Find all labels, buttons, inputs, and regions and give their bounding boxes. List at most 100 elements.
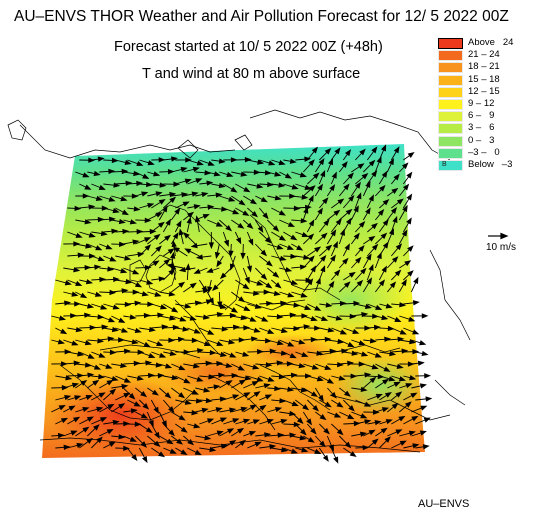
wind-arrow-head bbox=[290, 279, 299, 286]
page-title: AU–ENVS THOR Weather and Air Pollution F… bbox=[14, 8, 509, 25]
wind-arrow-head bbox=[207, 160, 215, 166]
wind-arrow-head bbox=[267, 328, 275, 334]
wind-arrow-head bbox=[118, 434, 126, 440]
wind-arrow-head bbox=[337, 198, 345, 205]
wind-arrow-head bbox=[194, 449, 202, 456]
wind-arrow-head bbox=[302, 404, 310, 411]
wind-arrow-head bbox=[314, 246, 322, 253]
wind-arrow-head bbox=[374, 352, 383, 358]
wind-arrow-head bbox=[421, 350, 429, 357]
wind-arrow-head bbox=[324, 401, 332, 408]
wind-arrow-head bbox=[254, 441, 262, 447]
wind-arrow-head bbox=[191, 389, 199, 395]
wind-arrow-head bbox=[171, 240, 177, 248]
legend-label: 12 – 15 bbox=[468, 85, 500, 97]
wind-arrow-head bbox=[195, 178, 203, 184]
wind-arrow-head bbox=[391, 402, 399, 410]
wind-arrow-head bbox=[347, 341, 355, 348]
wind-arrow-head bbox=[279, 255, 287, 261]
wind-arrow-head bbox=[323, 219, 330, 227]
wind-arrow-head bbox=[166, 438, 174, 445]
wind-arrow-head bbox=[225, 380, 233, 386]
wind-arrow-head bbox=[342, 257, 349, 265]
wind-arrow-head bbox=[121, 288, 129, 294]
wind-arrow-head bbox=[202, 288, 210, 294]
wind-arrow-head bbox=[75, 280, 83, 286]
wind-arrow-head bbox=[365, 253, 372, 261]
wind-arrow-head bbox=[189, 282, 197, 289]
wind-arrow-head bbox=[419, 430, 427, 436]
wind-arrow-head bbox=[105, 244, 113, 250]
wind-arrow-head bbox=[95, 245, 103, 251]
wind-arrow-head bbox=[260, 273, 268, 281]
wind-arrow-head bbox=[225, 362, 233, 369]
wind-arrow-head bbox=[111, 157, 119, 164]
wind-arrow-head bbox=[406, 217, 412, 225]
wind-arrow-head bbox=[361, 351, 369, 357]
wind-arrow-head bbox=[108, 196, 116, 202]
wind-arrow-head bbox=[153, 440, 161, 448]
wind-arrow-head bbox=[153, 406, 159, 414]
wind-arrow-head bbox=[171, 156, 178, 162]
wind-arrow-head bbox=[375, 304, 383, 310]
wind-arrow-head bbox=[164, 392, 172, 399]
wind-arrow-head bbox=[105, 363, 113, 369]
wind-arrow-head bbox=[82, 193, 90, 199]
wind-arrow-head bbox=[93, 170, 101, 177]
wind-arrow-head bbox=[119, 241, 126, 247]
wind-arrow-head bbox=[82, 406, 90, 413]
wind-arrow-head bbox=[65, 375, 73, 381]
wind-arrow-head bbox=[335, 218, 342, 226]
wind-arrow-head bbox=[73, 416, 81, 423]
wind-arrow-head bbox=[356, 192, 362, 200]
wind-arrow-head bbox=[388, 157, 394, 166]
wind-arrow-head bbox=[304, 304, 312, 310]
wind-arrow-head bbox=[407, 270, 414, 277]
wind-arrow-head bbox=[310, 337, 318, 343]
wind-arrow-head bbox=[301, 351, 309, 357]
wind-arrow-head bbox=[286, 361, 294, 367]
wind-arrow-head bbox=[349, 451, 357, 458]
wind-arrow-head bbox=[193, 363, 201, 369]
wind-arrow-head bbox=[348, 404, 355, 412]
wind-arrow-head bbox=[371, 243, 379, 251]
wind-arrow-head bbox=[320, 254, 327, 262]
wind-arrow-head bbox=[343, 183, 350, 191]
wind-arrow-head bbox=[261, 316, 269, 322]
wind-arrow-head bbox=[322, 454, 329, 462]
wind-arrow-head bbox=[118, 218, 126, 225]
wind-arrow-head bbox=[143, 341, 151, 348]
wind-arrow-head bbox=[381, 407, 390, 413]
wind-arrow-head bbox=[351, 350, 359, 356]
wind-arrow-head bbox=[330, 391, 337, 399]
wind-arrow-head bbox=[339, 228, 345, 236]
wind-arrow-head bbox=[155, 212, 163, 218]
wind-arrow-head bbox=[143, 312, 151, 319]
wind-arrow-head bbox=[148, 326, 156, 333]
wind-arrow-head bbox=[96, 406, 104, 412]
wind-arrow-head bbox=[168, 337, 176, 343]
temperature-legend: Above 24 21 – 24 18 – 21 15 – 18 12 – 15 9 – … bbox=[438, 37, 544, 172]
legend-label: 21 – 24 bbox=[468, 49, 500, 61]
legend-label: 9 – 12 bbox=[468, 97, 495, 109]
wind-arrow-head bbox=[334, 412, 342, 418]
wind-arrow-head bbox=[144, 237, 152, 243]
wind-arrow-head bbox=[136, 375, 144, 381]
wind-arrow-head bbox=[80, 292, 88, 299]
wind-arrow-head bbox=[303, 324, 311, 330]
wind-arrow-head bbox=[152, 260, 160, 267]
legend-swatch bbox=[438, 147, 463, 159]
wind-arrow-head bbox=[192, 166, 200, 172]
wind-arrow-head bbox=[399, 302, 407, 308]
wind-arrow-head bbox=[320, 169, 326, 178]
wind-arrow-head bbox=[182, 326, 190, 332]
wind-arrow-head bbox=[251, 381, 259, 387]
wind-arrow-head bbox=[142, 173, 150, 179]
wind-arrow-head bbox=[240, 315, 248, 321]
wind-arrow-head bbox=[140, 441, 148, 448]
wind-arrow-head bbox=[376, 251, 382, 260]
wind-arrow-head bbox=[235, 237, 242, 245]
wind-arrow-head bbox=[216, 341, 224, 347]
wind-arrow-head bbox=[183, 232, 190, 239]
wind-arrow-head bbox=[183, 378, 191, 384]
